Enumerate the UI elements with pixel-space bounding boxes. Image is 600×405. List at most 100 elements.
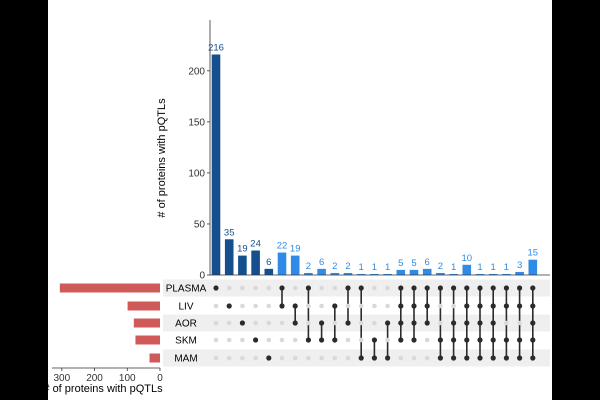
intersection-bar xyxy=(528,259,538,275)
matrix-dot-active xyxy=(411,320,417,326)
intersection-bar-label: 1 xyxy=(359,262,364,273)
matrix-dot-active xyxy=(411,303,417,309)
matrix-dot-active xyxy=(437,355,443,361)
matrix-dot-active xyxy=(279,303,285,309)
matrix-dot-active xyxy=(451,320,457,326)
intersection-bar-label: 1 xyxy=(385,262,390,273)
matrix-dot-active xyxy=(517,337,523,343)
intersection-bar xyxy=(264,268,274,275)
matrix-dot-inactive xyxy=(266,303,272,309)
intersection-bar xyxy=(436,272,445,275)
intersection-bar xyxy=(238,255,247,275)
matrix-dot-inactive xyxy=(332,285,338,291)
y-tick-label: 100 xyxy=(188,168,205,179)
matrix-dot-active xyxy=(490,320,496,326)
matrix-dot-active xyxy=(517,355,523,361)
matrix-dot-inactive xyxy=(240,337,245,343)
matrix-dot-active xyxy=(424,320,430,326)
intersection-bar-label: 5 xyxy=(398,258,403,269)
matrix-dot-active xyxy=(305,337,311,343)
matrix-dot-inactive xyxy=(319,303,324,309)
matrix-dot-active xyxy=(398,303,404,309)
intersection-bar xyxy=(251,250,260,275)
matrix-dot-active xyxy=(398,285,404,291)
intersection-bar xyxy=(330,272,340,275)
set-size-axis-label: # of proteins with pQTLs xyxy=(48,383,163,395)
intersection-bar-label: 24 xyxy=(250,239,261,250)
matrix-dot-active xyxy=(345,320,351,326)
intersection-bar xyxy=(356,273,366,275)
intersection-bar-label: 6 xyxy=(319,257,324,268)
matrix-dot-active xyxy=(503,285,509,291)
set-size-bar xyxy=(127,301,160,311)
matrix-dot-active xyxy=(503,355,509,361)
matrix-dot-inactive xyxy=(332,320,338,326)
matrix-dot-inactive xyxy=(398,355,404,361)
matrix-dot-active xyxy=(464,355,470,361)
set-size-tick-label: 0 xyxy=(157,373,163,384)
matrix-dot-active xyxy=(424,303,430,309)
matrix-dot-inactive xyxy=(226,320,232,326)
intersection-bar-label: 2 xyxy=(345,261,350,272)
matrix-dot-active xyxy=(517,303,523,309)
matrix-dot-inactive xyxy=(358,337,364,343)
matrix-dot-active xyxy=(424,285,430,291)
intersection-bar xyxy=(462,264,472,275)
set-size-bars xyxy=(59,283,160,363)
set-label: AOR xyxy=(175,319,197,330)
matrix-dot-active xyxy=(411,285,417,291)
matrix-dot-inactive xyxy=(319,285,324,291)
matrix-dot-active xyxy=(437,285,443,291)
matrix-dot-active xyxy=(385,320,391,326)
matrix-dot-active xyxy=(332,337,338,343)
intersection-bar xyxy=(277,252,287,275)
matrix-dot-inactive xyxy=(385,337,390,343)
intersection-bar-label: 2 xyxy=(332,261,337,272)
matrix-dot-inactive xyxy=(213,337,219,343)
matrix-dot-inactive xyxy=(226,285,232,291)
matrix-dot-inactive xyxy=(504,320,509,326)
intersection-bar-label: 2 xyxy=(438,261,443,272)
matrix-dot-inactive xyxy=(372,320,377,326)
matrix-dot-inactive xyxy=(226,337,232,343)
intersection-bar-label: 1 xyxy=(491,262,496,273)
matrix-dot-active xyxy=(226,303,232,309)
matrix-dot-inactive xyxy=(253,320,258,326)
matrix-dot-inactive xyxy=(240,303,245,309)
matrix-dot-inactive xyxy=(424,337,430,343)
intersection-bar-label: 5 xyxy=(411,258,416,269)
matrix-dot-active xyxy=(503,337,509,343)
matrix-dot-active xyxy=(490,303,496,309)
matrix-dot-inactive xyxy=(213,303,219,309)
matrix-dot-inactive xyxy=(319,355,324,361)
matrix-dot-active xyxy=(530,303,536,309)
intersection-bar xyxy=(488,273,498,275)
matrix-dot-active xyxy=(437,337,443,343)
intersection-bar-label: 6 xyxy=(425,257,430,268)
matrix-dot-active xyxy=(266,355,272,361)
matrix-dot-active xyxy=(239,320,245,326)
intersection-bar xyxy=(502,273,511,275)
matrix-dot-active xyxy=(292,303,298,309)
matrix-dot-active xyxy=(358,355,364,361)
matrix-dot-active xyxy=(464,303,470,309)
intersection-bar-label: 2 xyxy=(306,261,311,272)
plot-area: 216 35 19 24 6 22 19 2 6 2 2 1 1 1 5 5 6 2 1 10 1 1 1 3 15 0 50 10… xyxy=(43,0,552,400)
set-size-bar xyxy=(149,353,160,363)
matrix-dot-inactive xyxy=(517,320,522,326)
matrix-dot-active xyxy=(253,337,259,343)
matrix-dot-inactive xyxy=(345,303,351,309)
y-axis-label: # of proteins with pQTLs xyxy=(156,98,168,218)
intersection-matrix xyxy=(213,285,536,361)
intersection-bar xyxy=(396,269,406,275)
matrix-dot-inactive xyxy=(372,303,377,309)
set-size-tick-label: 300 xyxy=(53,373,70,384)
matrix-dot-inactive xyxy=(279,337,285,343)
intersection-bar xyxy=(383,273,392,275)
set-label: LIV xyxy=(178,302,193,313)
matrix-dot-active xyxy=(451,337,457,343)
intersection-bar xyxy=(304,272,313,275)
matrix-dot-inactive xyxy=(372,285,377,291)
matrix-dot-active xyxy=(517,285,523,291)
